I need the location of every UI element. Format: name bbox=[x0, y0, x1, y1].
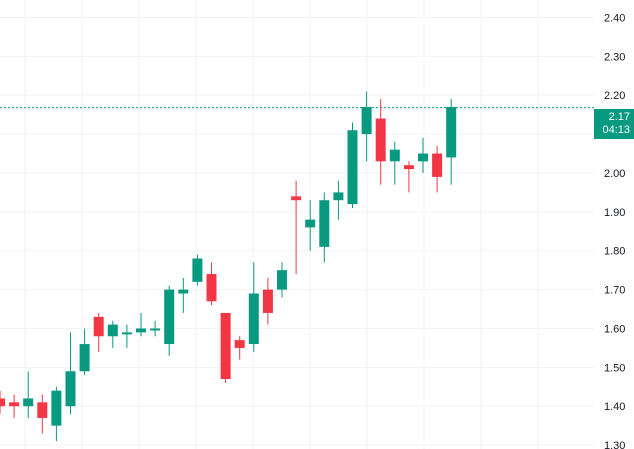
y-tick-label: 1.40 bbox=[604, 401, 625, 413]
candle-body bbox=[136, 328, 146, 333]
candle-body bbox=[51, 390, 62, 426]
candle-body bbox=[248, 293, 259, 345]
candle-body bbox=[375, 118, 386, 162]
candle-body bbox=[403, 165, 414, 170]
candle-body bbox=[178, 289, 189, 294]
candle-body bbox=[9, 402, 20, 407]
candle-body bbox=[220, 312, 231, 380]
candle-body bbox=[389, 149, 400, 162]
candle-body bbox=[206, 274, 217, 302]
candle-body bbox=[234, 340, 245, 348]
candle-body bbox=[291, 196, 302, 201]
y-tick-label: 1.70 bbox=[604, 285, 625, 297]
y-tick-label: 2.30 bbox=[604, 51, 625, 63]
candle-body bbox=[107, 324, 118, 337]
bar-countdown: 04:13 bbox=[602, 124, 630, 136]
last-price-value: 2.17 bbox=[608, 111, 630, 123]
candle-body bbox=[79, 344, 90, 372]
candle-body bbox=[65, 371, 76, 407]
candle-body bbox=[262, 289, 273, 313]
grid-lines bbox=[0, 0, 594, 449]
candle-body bbox=[347, 130, 358, 205]
y-tick-label: 1.90 bbox=[604, 207, 625, 219]
candle-body bbox=[37, 402, 48, 418]
last-price-badge: 2.17 04:13 bbox=[594, 109, 634, 139]
candle-body bbox=[150, 328, 161, 331]
candle-body bbox=[361, 106, 372, 135]
candles bbox=[0, 91, 457, 442]
candle-body bbox=[93, 316, 104, 337]
y-tick-label: 2.40 bbox=[604, 12, 625, 24]
candle-body bbox=[305, 219, 316, 228]
candle-body bbox=[446, 106, 457, 158]
candle-body bbox=[319, 200, 330, 247]
y-tick-label: 1.30 bbox=[604, 440, 625, 449]
candle-body bbox=[0, 398, 5, 407]
candle-body bbox=[333, 192, 344, 201]
candle-body bbox=[432, 153, 443, 177]
y-tick-label: 1.80 bbox=[604, 246, 625, 258]
candle-body bbox=[418, 153, 428, 162]
candle-body bbox=[121, 332, 132, 335]
candle-body bbox=[164, 289, 175, 345]
y-tick-label: 2.00 bbox=[604, 168, 625, 180]
candle-body bbox=[277, 270, 287, 290]
y-tick-label: 2.20 bbox=[604, 90, 625, 102]
price-axis[interactable]: 2.402.302.202.102.001.901.801.701.601.50… bbox=[604, 12, 625, 449]
candle-body bbox=[192, 258, 203, 282]
y-tick-label: 1.50 bbox=[604, 362, 625, 374]
candle-body bbox=[23, 398, 34, 407]
y-tick-label: 1.60 bbox=[604, 323, 625, 335]
